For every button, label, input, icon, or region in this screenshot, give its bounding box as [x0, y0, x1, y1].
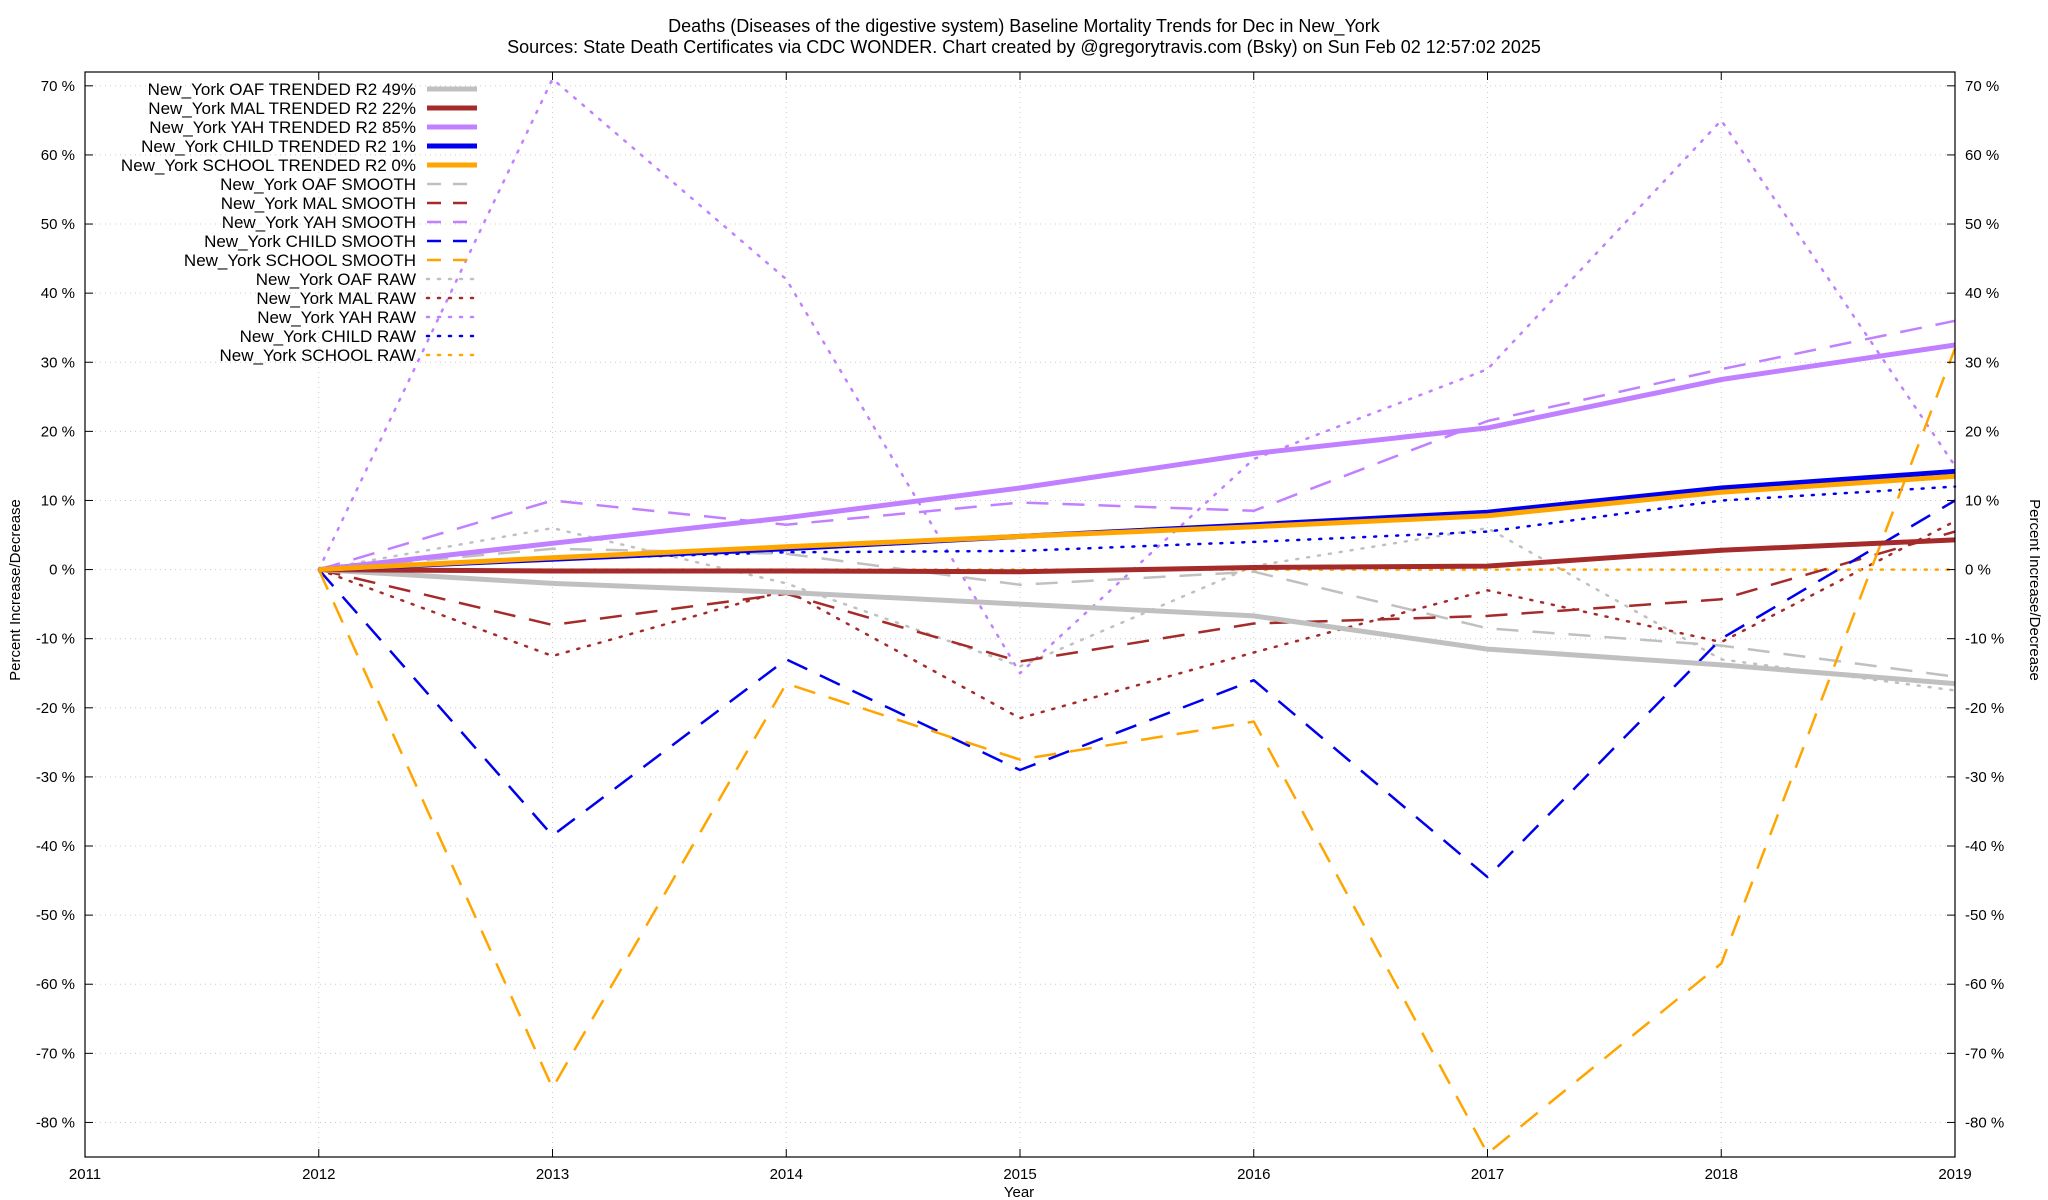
series-line-1: [318, 537, 1956, 575]
y-tick-label: 60 %: [41, 147, 75, 164]
series-line-4: [318, 473, 1956, 573]
legend-label: New_York OAF TRENDED R2 49%: [148, 80, 416, 99]
legend-label: New_York SCHOOL SMOOTH: [184, 251, 416, 270]
legend-label: New_York CHILD SMOOTH: [204, 232, 416, 251]
y-tick-label: -60 %: [36, 976, 75, 993]
y-tick-label: -20 %: [36, 700, 75, 717]
y2-tick-label: -50 %: [1965, 907, 2004, 924]
legend-label: New_York MAL RAW: [256, 289, 416, 308]
y2-tick-label: -80 %: [1965, 1114, 2004, 1131]
y2-tick-label: 60 %: [1965, 147, 1999, 164]
y2-tick-label: -30 %: [1965, 769, 2004, 786]
chart-subtitle: Sources: State Death Certificates via CD…: [507, 37, 1541, 57]
legend-label: New_York MAL SMOOTH: [221, 194, 416, 213]
y-tick-label: -80 %: [36, 1114, 75, 1131]
y-tick-label: 70 %: [41, 78, 75, 95]
y-tick-label: 0 %: [49, 562, 75, 579]
legend-label: New_York SCHOOL RAW: [220, 346, 417, 365]
plot-series: [317, 77, 1957, 1155]
series-line-2: [318, 342, 1956, 573]
x-tick-label: 2015: [1003, 1166, 1036, 1183]
x-tick-label: 2014: [770, 1166, 803, 1183]
legend-label: New_York YAH RAW: [257, 308, 416, 327]
x-tick-label: 2011: [69, 1166, 101, 1183]
x-tick-label: 2016: [1237, 1166, 1270, 1183]
series-line-8: [317, 499, 1956, 879]
legend-label: New_York YAH TRENDED R2 85%: [149, 118, 416, 137]
y2-tick-label: 40 %: [1965, 285, 1999, 302]
series-line-6: [318, 530, 1956, 663]
y-tick-label: 30 %: [41, 354, 75, 371]
legend-label: New_York YAH SMOOTH: [222, 213, 416, 232]
axis-ticks: 2011 2012 2013 2014 2015 2016 2017 2018 2019 70 %…: [36, 72, 2004, 1183]
y-tick-label: -30 %: [36, 769, 75, 786]
series-line-0: [318, 567, 1956, 687]
x-tick-label: 2018: [1705, 1166, 1738, 1183]
legend-label: New_York OAF RAW: [256, 270, 416, 289]
y2-tick-label: -40 %: [1965, 838, 2004, 855]
legend-label: New_York SCHOOL TRENDED R2 0%: [121, 156, 416, 175]
y2-tick-label: -60 %: [1965, 976, 2004, 993]
x-tick-label: 2013: [536, 1166, 569, 1183]
series-line-5: [318, 547, 1956, 678]
y2-tick-label: -20 %: [1965, 700, 2004, 717]
x-tick-label: 2017: [1471, 1166, 1504, 1183]
legend-label: New_York MAL TRENDED R2 22%: [148, 99, 416, 118]
y-tick-label: -70 %: [36, 1045, 75, 1062]
y-tick-label: 20 %: [41, 423, 75, 440]
legend: New_York OAF TRENDED R2 49%New_York MAL …: [121, 80, 479, 365]
y2-tick-label: 0 %: [1965, 562, 1991, 579]
x-tick-label: 2012: [302, 1166, 335, 1183]
y-tick-label: -10 %: [36, 631, 75, 648]
y2-tick-label: -70 %: [1965, 1045, 2004, 1062]
y2-axis-label: Percent Increase/Decrease: [2026, 499, 2043, 681]
y-tick-label: 50 %: [41, 216, 75, 233]
legend-label: New_York CHILD TRENDED R2 1%: [141, 137, 416, 156]
series-line-12: [317, 77, 1957, 675]
y2-tick-label: 70 %: [1965, 78, 1999, 95]
chart-title: Deaths (Diseases of the digestive system…: [668, 16, 1381, 37]
legend-label: New_York OAF SMOOTH: [220, 175, 416, 194]
y2-tick-label: -10 %: [1965, 631, 2004, 648]
y2-tick-label: 20 %: [1965, 423, 1999, 440]
y2-tick-label: 30 %: [1965, 354, 1999, 371]
y2-tick-label: 10 %: [1965, 492, 1999, 509]
y-tick-label: 10 %: [41, 492, 75, 509]
y-axis-label: Percent Increase/Decrease: [7, 499, 24, 681]
series-line-11: [317, 519, 1957, 720]
y-tick-label: 40 %: [41, 285, 75, 302]
y-tick-label: -50 %: [36, 907, 75, 924]
legend-label: New_York CHILD RAW: [240, 327, 416, 346]
x-tick-label: 2019: [1938, 1166, 1971, 1183]
x-axis-label: Year: [1004, 1184, 1034, 1200]
series-line-7: [318, 319, 1956, 571]
series-line-13: [317, 485, 1957, 571]
y2-tick-label: 50 %: [1965, 216, 1999, 233]
y-tick-label: -40 %: [36, 838, 75, 855]
